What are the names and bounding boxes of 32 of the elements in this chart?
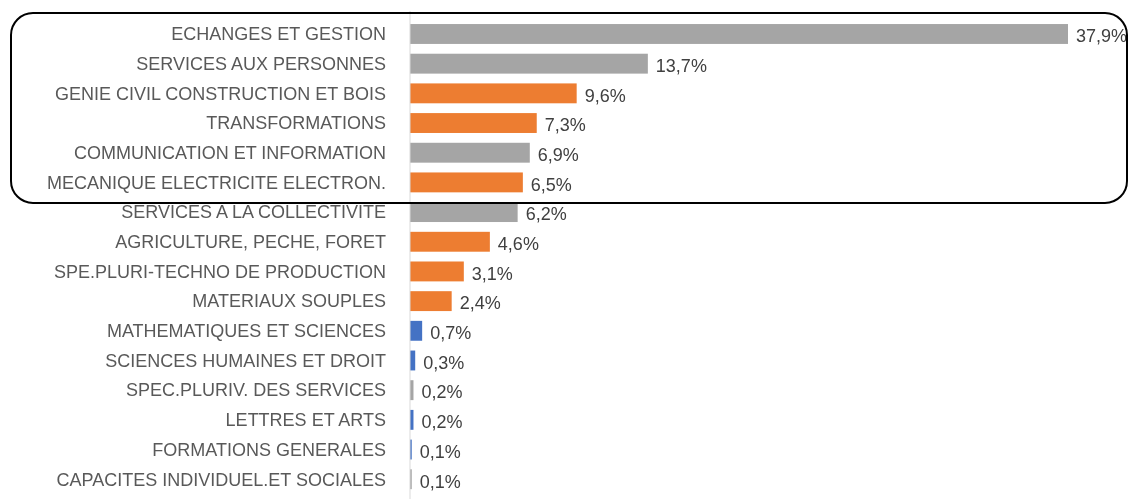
- data-label: 3,1%: [471, 263, 513, 284]
- data-label: 37,9%: [1076, 26, 1128, 47]
- data-label: 0,1%: [419, 471, 461, 492]
- data-label: 13,7%: [655, 55, 707, 76]
- y-tick-label: SPE.PLURI-TECHNO DE PRODUCTION: [53, 261, 386, 282]
- y-tick-label: AGRICULTURE, PECHE, FORET: [115, 232, 386, 253]
- y-tick-label: MECANIQUE ELECTRICITE ELECTRON.: [46, 172, 386, 193]
- data-label: 6,5%: [530, 174, 572, 195]
- y-tick-label: ECHANGES ET GESTION: [171, 24, 386, 45]
- data-label: 0,3%: [423, 352, 465, 373]
- data-label: 0,7%: [430, 323, 472, 344]
- data-label: 6,9%: [537, 145, 579, 166]
- data-label: 0,2%: [421, 382, 463, 403]
- data-label: 2,4%: [459, 293, 501, 314]
- y-tick-label: MATHEMATIQUES ET SCIENCES: [106, 321, 386, 342]
- data-label: 9,6%: [584, 85, 626, 106]
- data-label: 4,6%: [497, 234, 539, 255]
- y-tick-label: CAPACITES INDIVIDUEL.ET SOCIALES: [56, 469, 386, 490]
- y-tick-label: SERVICES AUX PERSONNES: [136, 53, 386, 74]
- y-tick-label: MATERIAUX SOUPLES: [192, 291, 386, 312]
- data-label: 6,2%: [525, 204, 567, 225]
- y-tick-label: COMMUNICATION ET INFORMATION: [74, 143, 386, 164]
- y-tick-label: SCIENCES HUMAINES ET DROIT: [105, 350, 386, 371]
- y-tick-label: GENIE CIVIL CONSTRUCTION ET BOIS: [54, 83, 386, 104]
- y-tick-label: SPEC.PLURIV. DES SERVICES: [125, 380, 386, 401]
- y-tick-label: FORMATIONS GENERALES: [152, 439, 386, 460]
- y-tick-label: LETTRES ET ARTS: [225, 410, 386, 431]
- y-tick-label: TRANSFORMATIONS: [206, 113, 386, 134]
- y-tick-label: SERVICES A LA COLLECTIVITE: [121, 202, 386, 223]
- data-label: 0,1%: [419, 441, 461, 462]
- data-label: 0,2%: [421, 412, 463, 433]
- data-label: 7,3%: [544, 115, 586, 136]
